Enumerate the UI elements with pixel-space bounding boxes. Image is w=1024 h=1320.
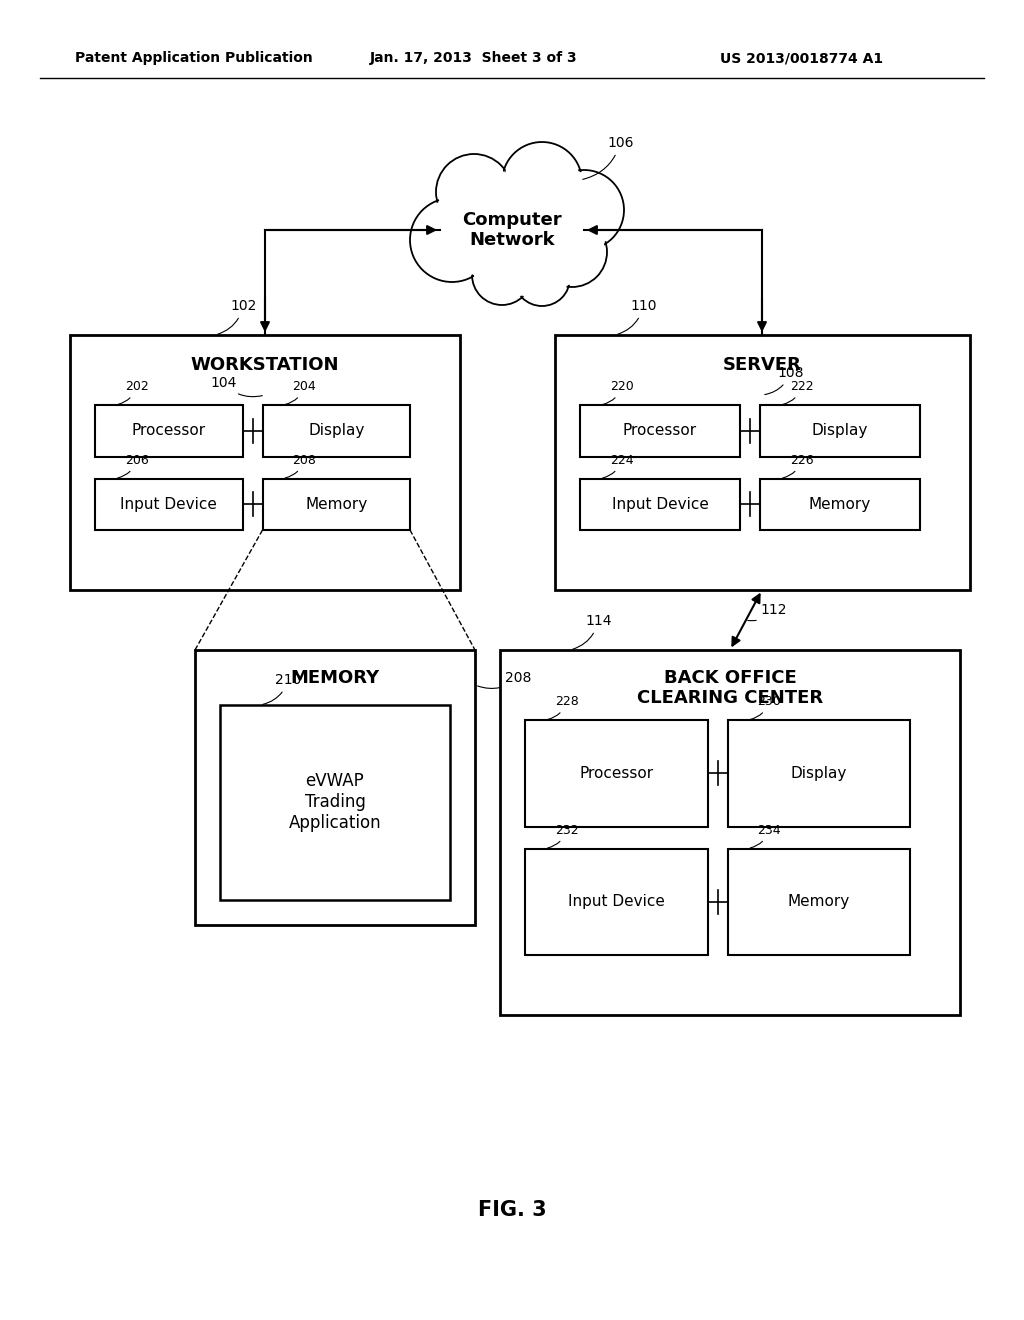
Text: 206: 206: [118, 454, 148, 478]
Circle shape: [537, 216, 607, 286]
Text: 222: 222: [782, 380, 814, 404]
Circle shape: [514, 249, 570, 306]
Text: Input Device: Input Device: [568, 894, 665, 909]
FancyBboxPatch shape: [500, 649, 961, 1015]
Circle shape: [504, 144, 580, 220]
Text: Processor: Processor: [623, 424, 697, 438]
Circle shape: [412, 201, 492, 280]
Text: eVWAP
Trading
Application: eVWAP Trading Application: [289, 772, 381, 832]
Text: 208: 208: [477, 671, 531, 689]
FancyBboxPatch shape: [580, 405, 740, 457]
Text: 230: 230: [751, 696, 781, 719]
Circle shape: [544, 170, 624, 249]
Text: Processor: Processor: [580, 766, 653, 780]
FancyBboxPatch shape: [262, 479, 410, 531]
FancyBboxPatch shape: [195, 649, 475, 925]
Text: Memory: Memory: [787, 894, 850, 909]
Circle shape: [539, 219, 605, 285]
Text: 208: 208: [286, 454, 316, 478]
FancyBboxPatch shape: [262, 405, 410, 457]
Text: 204: 204: [286, 380, 316, 404]
FancyBboxPatch shape: [95, 479, 243, 531]
Text: Memory: Memory: [809, 496, 871, 512]
Text: Display: Display: [812, 424, 868, 438]
Circle shape: [460, 178, 564, 282]
Text: BACK OFFICE
CLEARING CENTER: BACK OFFICE CLEARING CENTER: [637, 669, 823, 708]
Text: 108: 108: [765, 366, 804, 395]
FancyBboxPatch shape: [220, 705, 450, 900]
Circle shape: [502, 143, 582, 222]
Text: 234: 234: [751, 824, 781, 847]
Text: Input Device: Input Device: [611, 496, 709, 512]
FancyBboxPatch shape: [525, 719, 708, 826]
Text: Processor: Processor: [132, 424, 206, 438]
Text: 224: 224: [603, 454, 634, 478]
Text: Display: Display: [791, 766, 847, 780]
Text: 104: 104: [210, 376, 262, 397]
Text: Display: Display: [308, 424, 365, 438]
Text: 228: 228: [548, 696, 579, 719]
Text: 202: 202: [118, 380, 148, 404]
Text: Input Device: Input Device: [120, 496, 217, 512]
Text: 114: 114: [572, 614, 611, 649]
Text: Memory: Memory: [305, 496, 368, 512]
FancyBboxPatch shape: [95, 405, 243, 457]
Text: Patent Application Publication: Patent Application Publication: [75, 51, 312, 65]
FancyBboxPatch shape: [580, 479, 740, 531]
FancyBboxPatch shape: [760, 405, 920, 457]
FancyBboxPatch shape: [70, 335, 460, 590]
Text: 112: 112: [748, 603, 786, 620]
Text: Computer
Network: Computer Network: [462, 211, 562, 249]
Text: 110: 110: [617, 300, 656, 334]
Circle shape: [436, 154, 512, 230]
Text: 220: 220: [603, 380, 634, 404]
FancyBboxPatch shape: [760, 479, 920, 531]
FancyBboxPatch shape: [727, 849, 910, 954]
Text: WORKSTATION: WORKSTATION: [190, 356, 339, 374]
FancyBboxPatch shape: [555, 335, 970, 590]
Text: FIG. 3: FIG. 3: [477, 1200, 547, 1220]
Text: 106: 106: [583, 136, 634, 180]
Text: SERVER: SERVER: [723, 356, 802, 374]
FancyBboxPatch shape: [727, 719, 910, 826]
Circle shape: [474, 247, 530, 304]
Circle shape: [438, 156, 510, 228]
Circle shape: [462, 180, 562, 280]
Text: US 2013/0018774 A1: US 2013/0018774 A1: [720, 51, 883, 65]
Circle shape: [472, 246, 532, 305]
Circle shape: [516, 252, 568, 304]
FancyBboxPatch shape: [525, 849, 708, 954]
Text: Jan. 17, 2013  Sheet 3 of 3: Jan. 17, 2013 Sheet 3 of 3: [370, 51, 578, 65]
Circle shape: [410, 198, 494, 282]
Text: 226: 226: [782, 454, 814, 478]
Text: MEMORY: MEMORY: [291, 669, 380, 686]
Text: 102: 102: [218, 300, 256, 334]
Circle shape: [546, 172, 622, 248]
Text: 232: 232: [548, 824, 579, 847]
Text: 210: 210: [263, 673, 301, 705]
